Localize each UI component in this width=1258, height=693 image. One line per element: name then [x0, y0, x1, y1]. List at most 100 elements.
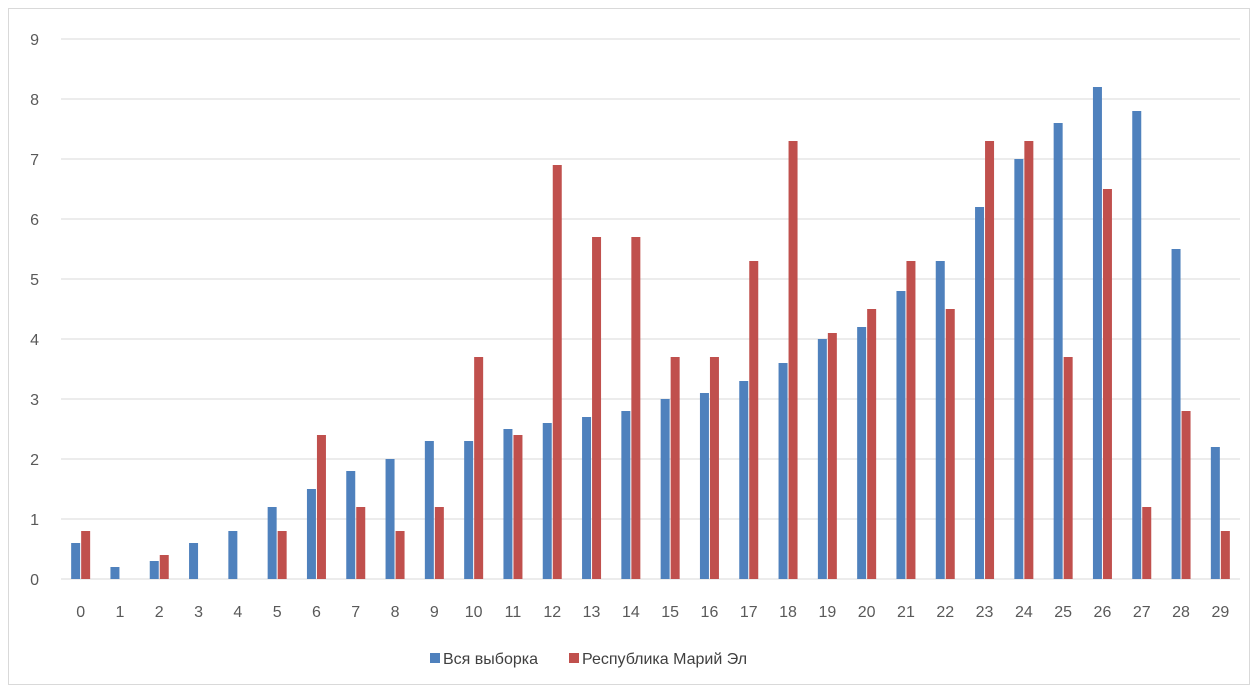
bar-all-sample	[778, 363, 788, 579]
x-tick-label: 24	[1015, 604, 1033, 621]
bar-all-sample	[189, 543, 199, 579]
bar-mari-el	[513, 435, 523, 579]
bar-mari-el	[356, 507, 366, 579]
bar-mari-el	[631, 237, 641, 579]
bar-all-sample	[542, 423, 552, 579]
x-tick-label: 15	[661, 604, 679, 621]
gridlines	[61, 38, 1240, 580]
bar-all-sample	[306, 489, 316, 579]
x-tick-label: 11	[505, 604, 522, 621]
bar-all-sample	[582, 417, 592, 579]
bar-all-sample	[1171, 249, 1181, 579]
x-tick-label: 10	[465, 604, 483, 621]
bar-all-sample	[1053, 123, 1063, 579]
x-tick-label: 13	[583, 604, 601, 621]
legend-swatch	[569, 653, 579, 663]
bar-all-sample	[228, 531, 238, 579]
bar-all-sample	[975, 207, 985, 579]
legend-swatch	[430, 653, 440, 663]
x-tick-label: 8	[391, 604, 400, 621]
bar-all-sample	[503, 429, 513, 579]
bar-mari-el	[906, 261, 916, 579]
bar-all-sample	[699, 393, 709, 579]
bar-all-sample	[935, 261, 945, 579]
y-tick-label: 2	[30, 452, 39, 469]
bar-mari-el	[1063, 357, 1073, 579]
y-tick-label: 5	[30, 272, 39, 289]
x-tick-label: 14	[622, 604, 640, 621]
x-tick-label: 29	[1211, 604, 1229, 621]
x-tick-label: 2	[155, 604, 164, 621]
bar-mari-el	[945, 309, 955, 579]
bar-all-sample	[1210, 447, 1220, 579]
bar-all-sample	[817, 339, 827, 579]
bar-all-sample	[110, 567, 120, 579]
y-tick-label: 1	[30, 512, 39, 529]
y-tick-label: 7	[30, 152, 39, 169]
bar-mari-el	[749, 261, 759, 579]
bar-all-sample	[267, 507, 277, 579]
bar-all-sample	[71, 543, 81, 579]
x-tick-label: 22	[936, 604, 954, 621]
x-tick-label: 17	[740, 604, 758, 621]
bar-mari-el	[592, 237, 602, 579]
bar-all-sample	[857, 327, 867, 579]
bar-mari-el	[159, 555, 169, 579]
x-tick-label: 16	[701, 604, 719, 621]
bar-all-sample	[424, 441, 434, 579]
bar-all-sample	[621, 411, 631, 579]
x-tick-label: 12	[543, 604, 561, 621]
bar-all-sample	[385, 459, 395, 579]
bar-mari-el	[474, 357, 484, 579]
x-axis-ticks: 0 1 2 3 4 5 6 7 8 9 10 11 12 13 14 15 16 17 18 19 20 21 22 23 24…	[76, 604, 1229, 621]
y-tick-label: 0	[30, 572, 39, 589]
bar-all-sample	[464, 441, 474, 579]
bar-mari-el	[552, 165, 562, 579]
x-tick-label: 0	[76, 604, 85, 621]
y-tick-label: 6	[30, 212, 39, 229]
x-tick-label: 28	[1172, 604, 1190, 621]
bar-mari-el	[709, 357, 719, 579]
bar-all-sample	[1092, 87, 1102, 579]
y-axis-ticks: 0 1 2 3 4 5 6 7 8 9	[30, 32, 39, 589]
bar-mari-el	[1142, 507, 1152, 579]
x-tick-label: 1	[115, 604, 124, 621]
legend-label: Республика Марий Эл	[582, 651, 747, 668]
bar-all-sample	[346, 471, 356, 579]
bar-mari-el	[81, 531, 91, 579]
legend: Вся выборка Республика Марий Эл	[430, 651, 747, 668]
bar-mari-el	[316, 435, 326, 579]
bar-all-sample	[1132, 111, 1142, 579]
bar-mari-el	[1181, 411, 1191, 579]
bar-mari-el	[788, 141, 798, 579]
bar-mari-el	[867, 309, 877, 579]
y-tick-label: 4	[30, 332, 39, 349]
y-tick-label: 3	[30, 392, 39, 409]
bar-mari-el	[1102, 189, 1112, 579]
bar-mari-el	[395, 531, 405, 579]
bar-all-sample	[1014, 159, 1024, 579]
x-tick-label: 27	[1133, 604, 1151, 621]
bar-all-sample	[896, 291, 906, 579]
bar-mari-el	[827, 333, 837, 579]
bar-all-sample	[660, 399, 670, 579]
bar-all-sample	[149, 561, 159, 579]
x-tick-label: 4	[233, 604, 242, 621]
x-tick-label: 7	[351, 604, 360, 621]
y-tick-label: 8	[30, 92, 39, 109]
bar-mari-el	[1220, 531, 1230, 579]
x-tick-label: 25	[1054, 604, 1072, 621]
x-tick-label: 6	[312, 604, 321, 621]
x-tick-label: 5	[273, 604, 282, 621]
x-tick-label: 3	[194, 604, 203, 621]
x-tick-label: 21	[897, 604, 915, 621]
x-tick-label: 20	[858, 604, 876, 621]
bars	[71, 87, 1230, 579]
x-tick-label: 18	[779, 604, 797, 621]
y-tick-label: 9	[30, 32, 39, 49]
x-tick-label: 9	[430, 604, 439, 621]
x-tick-label: 19	[818, 604, 836, 621]
bar-all-sample	[739, 381, 749, 579]
bar-mari-el	[670, 357, 680, 579]
